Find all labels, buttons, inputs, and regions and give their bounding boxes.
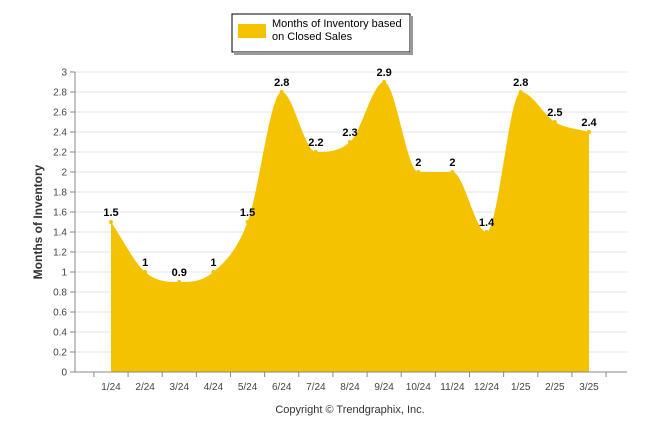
series-area-layer: [109, 80, 591, 372]
data-point: [450, 170, 455, 174]
data-label: 2.8: [274, 77, 289, 89]
data-label: 2.5: [547, 107, 562, 119]
legend-swatch: [238, 24, 266, 38]
x-tick-label: 9/24: [374, 382, 394, 393]
y-tick-label: 2.8: [53, 88, 67, 99]
data-point: [518, 90, 523, 94]
x-tick-label: 10/24: [406, 382, 431, 393]
data-label: 0.9: [172, 267, 187, 279]
copyright-text: Copyright © Trendgraphix, Inc.: [275, 404, 424, 416]
y-tick-label: 2.2: [53, 148, 67, 159]
data-label: 2: [449, 157, 455, 169]
data-point: [143, 270, 148, 274]
axes: 0 0.2 0.4 0.6 0.8 1 1.2 1.4 1.6 1.8 2 2.2 2.4 2.6 2.8 3…: [53, 68, 627, 393]
y-tick-label: 0.4: [53, 328, 67, 339]
x-tick-label: 1/25: [511, 382, 531, 393]
legend-shadow-right: [410, 16, 413, 54]
data-point: [279, 90, 284, 94]
data-point: [484, 230, 489, 234]
data-point: [552, 120, 557, 124]
data-label: 2.3: [342, 127, 357, 139]
x-tick-label: 7/24: [306, 382, 326, 393]
data-label: 1.5: [240, 207, 255, 219]
x-tick-label: 8/24: [340, 382, 360, 393]
x-tick-label: 3/24: [170, 382, 190, 393]
data-labels: 1.5 1 0.9 1 1.5 2.8 2.2 2.3 2.9 2 2 1.4 2.8 2.5 2.4: [103, 67, 597, 279]
x-tick-label: 2/24: [135, 382, 155, 393]
x-tick-label: 2/25: [545, 382, 565, 393]
legend: Months of Inventory based on Closed Sale…: [231, 13, 413, 55]
x-tick-label: 3/25: [579, 382, 599, 393]
legend-shadow-bottom: [234, 52, 413, 55]
data-point: [211, 270, 216, 274]
y-tick-label: 2: [61, 168, 67, 179]
data-label: 2.9: [376, 67, 391, 79]
data-label: 2.2: [308, 137, 323, 149]
x-tick-label: 5/24: [238, 382, 258, 393]
y-tick-label: 0.6: [53, 308, 67, 319]
y-axis-title: Months of Inventory: [31, 164, 45, 279]
y-tick-label: 2.6: [53, 108, 67, 119]
x-tick-label: 11/24: [440, 382, 465, 393]
data-label: 1: [142, 257, 148, 269]
data-point: [348, 140, 352, 144]
legend-line-2: on Closed Sales: [272, 31, 353, 43]
data-label: 1: [210, 257, 216, 269]
data-label: 2.8: [513, 77, 528, 89]
data-point: [587, 130, 591, 134]
y-tick-label: 3: [61, 68, 67, 79]
x-tick-label: 12/24: [474, 382, 499, 393]
data-label: 2: [415, 157, 421, 169]
x-tick-label: 6/24: [272, 382, 292, 393]
y-tick-label: 1.4: [53, 228, 67, 239]
x-tick-label: 1/24: [101, 382, 121, 393]
data-point: [416, 170, 421, 174]
y-tick-label: 1.6: [53, 208, 67, 219]
data-point: [382, 80, 387, 84]
data-point: [245, 220, 250, 224]
data-point: [109, 220, 113, 224]
data-point: [177, 280, 182, 284]
y-tick-label: 1: [61, 268, 67, 279]
data-label: 1.5: [103, 207, 118, 219]
y-tick-label: 1.8: [53, 188, 67, 199]
y-tick-label: 0.2: [53, 348, 67, 359]
y-tick-label: 2.4: [53, 128, 67, 139]
data-label: 2.4: [581, 117, 597, 129]
y-tick-label: 0.8: [53, 288, 67, 299]
x-tick-label: 4/24: [204, 382, 224, 393]
data-point: [313, 150, 318, 154]
legend-line-1: Months of Inventory based: [272, 18, 402, 30]
series-area: [111, 82, 589, 372]
data-label: 1.4: [479, 217, 495, 229]
y-tick-label: 1.2: [53, 248, 67, 259]
y-tick-label: 0: [61, 368, 67, 379]
